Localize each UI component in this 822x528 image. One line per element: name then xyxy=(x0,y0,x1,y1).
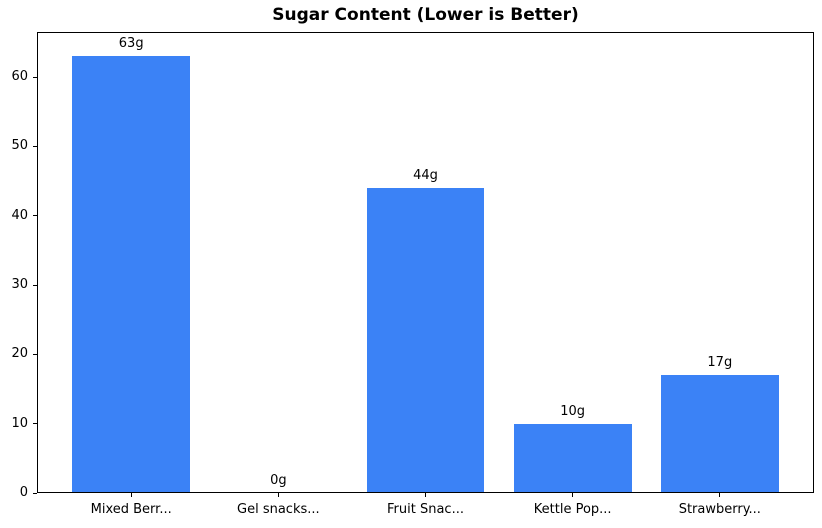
y-tick-mark xyxy=(32,492,37,494)
bar-value-label: 10g xyxy=(560,403,586,419)
y-tick-label: 50 xyxy=(11,138,28,154)
x-tick-mark xyxy=(719,493,721,497)
x-tick-mark xyxy=(425,493,426,497)
chart-title: Sugar Content (Lower is Better) xyxy=(272,5,579,25)
y-tick-mark xyxy=(32,76,37,78)
x-tick-mark xyxy=(572,493,574,497)
y-tick-label: 20 xyxy=(11,346,28,362)
bar-4 xyxy=(513,423,632,493)
x-tick-label: Mixed Berr... xyxy=(90,502,172,517)
y-tick-mark xyxy=(32,145,37,147)
bar-3 xyxy=(366,187,485,493)
x-tick-label: Fruit Snac... xyxy=(387,502,464,517)
y-tick-mark xyxy=(32,423,37,425)
bar-value-label: 44g xyxy=(413,167,438,183)
y-tick-mark xyxy=(32,353,37,355)
y-tick-label: 60 xyxy=(11,69,28,85)
x-tick-label: Strawberry... xyxy=(678,502,761,517)
bar-5 xyxy=(660,375,779,493)
y-tick-label: 40 xyxy=(11,207,28,223)
y-tick-mark xyxy=(32,284,37,286)
bar-value-label: 0g xyxy=(270,473,287,488)
y-tick-mark xyxy=(32,215,37,217)
bar-value-label: 63g xyxy=(118,36,144,52)
y-tick-label: 10 xyxy=(11,415,28,431)
x-tick-label: Kettle Pop... xyxy=(533,502,612,517)
bar-1 xyxy=(72,56,191,493)
x-tick-label: Gel snacks... xyxy=(237,502,320,517)
x-tick-mark xyxy=(277,493,279,497)
y-tick-label: 0 xyxy=(19,485,28,500)
bar-value-label: 17g xyxy=(707,355,733,371)
y-tick-label: 30 xyxy=(11,277,28,293)
x-tick-mark xyxy=(130,493,132,497)
